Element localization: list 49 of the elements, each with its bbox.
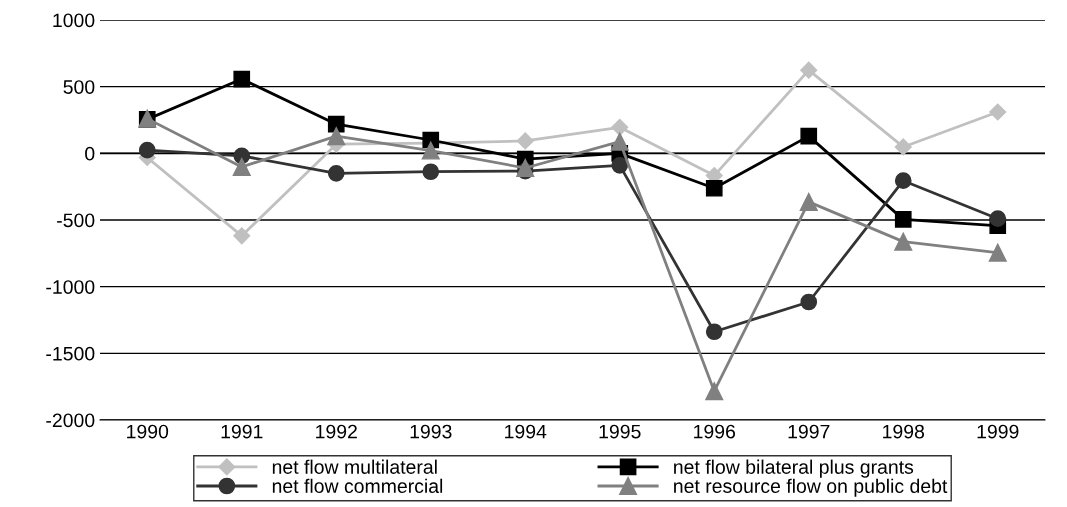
x-tick-label: 1992 (316, 424, 357, 439)
y-tick-label: -500 (57, 213, 95, 228)
legend-label: net flow bilateral plus grants (674, 459, 914, 478)
legend-label: net resource flow on public debt (674, 478, 948, 497)
point (327, 127, 346, 146)
point (327, 164, 345, 182)
point (989, 103, 1007, 121)
point (800, 127, 818, 145)
point (610, 132, 629, 151)
y-tick-label: 500 (63, 80, 95, 94)
point (421, 141, 440, 160)
y-tick-label: 1000 (53, 13, 95, 28)
y-tick-label: -1000 (46, 280, 95, 294)
point (894, 210, 912, 228)
point (989, 210, 1007, 228)
point (422, 163, 440, 181)
legend-label: net flow commercial (272, 478, 443, 493)
point (800, 293, 818, 311)
x-tick-label: 1995 (599, 424, 641, 439)
point (988, 243, 1007, 262)
point (233, 70, 251, 88)
x-tick-label: 1990 (127, 424, 169, 439)
x-tick-label: 1998 (883, 424, 925, 439)
y-tick-label: -2000 (46, 413, 95, 428)
x-tick-label: 1997 (788, 424, 830, 439)
point (800, 61, 818, 79)
point (516, 132, 534, 150)
x-tick-label: 1999 (977, 424, 1019, 439)
point (611, 156, 629, 174)
y-tick-label: 0 (85, 146, 95, 161)
point (233, 227, 251, 245)
point (138, 141, 156, 159)
x-tick-label: 1994 (505, 424, 547, 439)
point (894, 172, 912, 190)
point (894, 138, 912, 156)
point (894, 232, 913, 251)
point (232, 157, 251, 176)
point (799, 192, 818, 211)
point (705, 382, 724, 401)
legend-label: net flow multilateral (272, 459, 437, 474)
x-tick-label: 1991 (221, 424, 263, 439)
point (516, 158, 535, 178)
point (327, 115, 345, 133)
x-tick-label: 1993 (410, 424, 452, 439)
y-tick-label: -1500 (46, 346, 95, 361)
point (705, 179, 723, 197)
x-tick-label: 1996 (694, 424, 736, 439)
point (705, 323, 723, 341)
point (611, 118, 629, 136)
